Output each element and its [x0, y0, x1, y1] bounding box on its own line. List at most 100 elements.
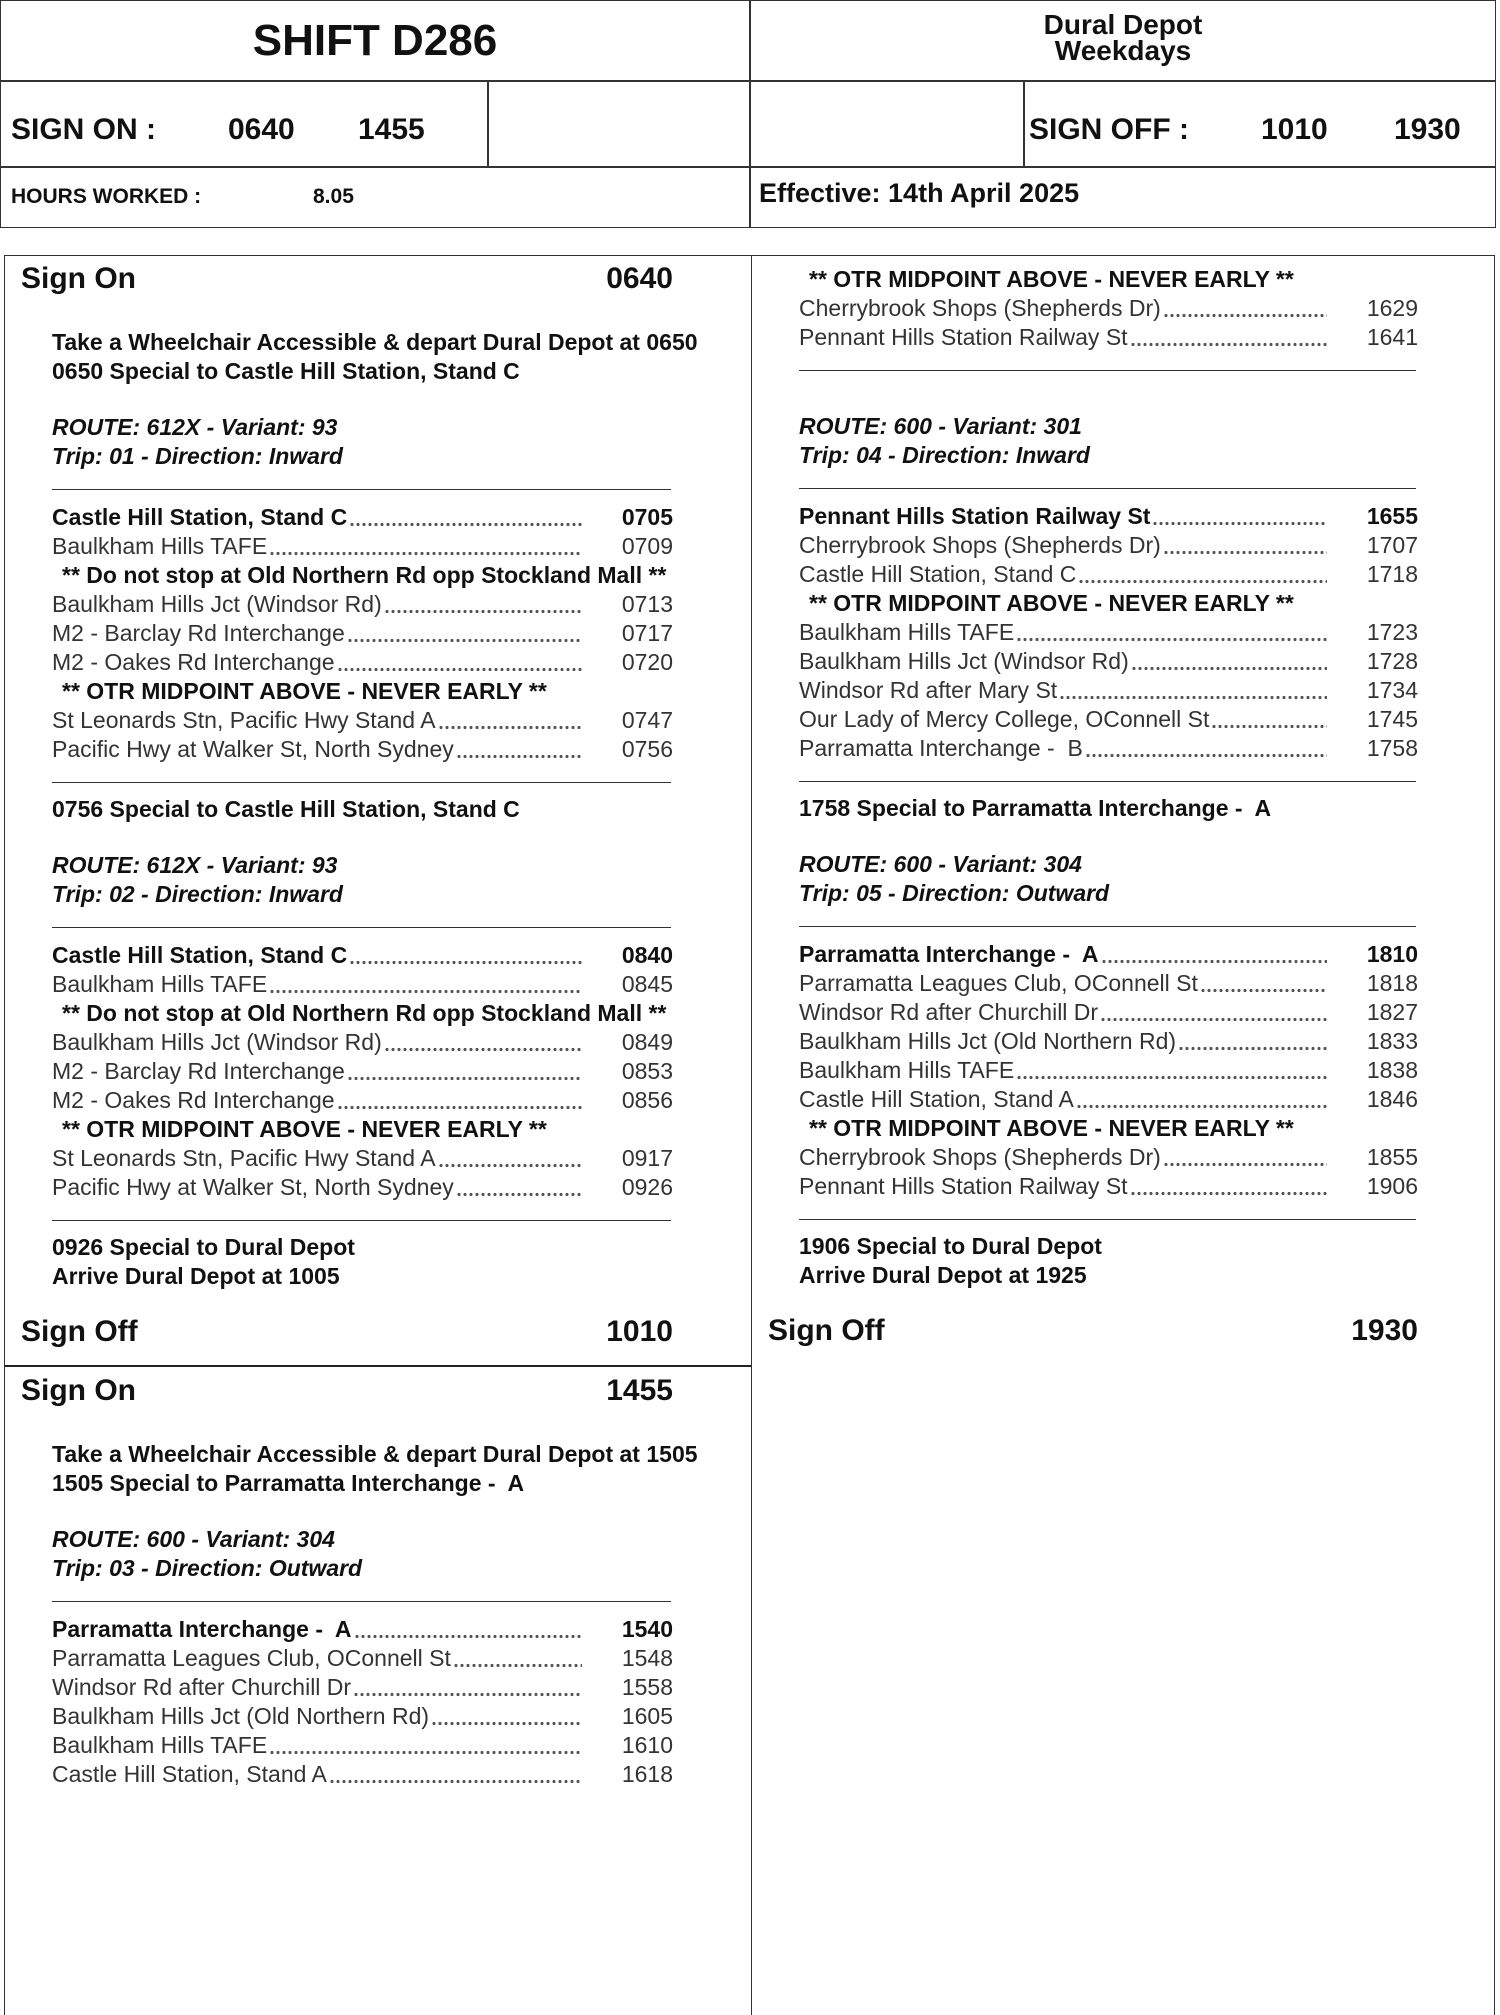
stop-name: Parramatta Interchange - A	[52, 1616, 352, 1642]
note: ** OTR MIDPOINT ABOVE - NEVER EARLY **	[809, 1115, 1294, 1141]
leader	[1199, 989, 1327, 992]
stop-row: Baulkham Hills Jct (Old Northern Rd) 1833	[799, 1027, 1418, 1056]
instruction-line: 1906 Special to Dural Depot	[799, 1233, 1102, 1259]
stop-row: Castle Hill Station, Stand C 1718	[799, 560, 1418, 589]
stop-time: 0720	[621, 649, 673, 675]
stop-row: Cherrybrook Shops (Shepherds Dr) 1629	[799, 294, 1418, 323]
route-info: ROUTE: 612X - Variant: 93 Trip: 02 - Dire…	[52, 851, 673, 909]
sign-on-time: 1455	[358, 113, 425, 146]
stop-name: Parramatta Leagues Club, OConnell St	[799, 970, 1198, 996]
rule	[799, 926, 1416, 927]
instruction-line: Arrive Dural Depot at 1005	[52, 1263, 340, 1289]
stop-time: 1818	[1366, 970, 1418, 996]
instruction: 1758 Special to Parramatta Interchange -…	[799, 794, 1484, 823]
heading-label: Sign On	[21, 1374, 136, 1407]
leader	[269, 1751, 582, 1754]
stop-time: 1655	[1366, 503, 1418, 529]
divider	[1, 166, 1495, 168]
stop-name: M2 - Barclay Rd Interchange	[52, 1058, 345, 1084]
stop-time: 0926	[621, 1174, 673, 1200]
stop-name: Windsor Rd after Churchill Dr	[52, 1674, 352, 1700]
right-column: ** OTR MIDPOINT ABOVE - NEVER EARLY ** Ch…	[752, 256, 1496, 2015]
instruction-line: Take a Wheelchair Accessible & depart Du…	[52, 1441, 698, 1467]
stop-time: 1734	[1366, 677, 1418, 703]
stop-row: Parramatta Leagues Club, OConnell St 1548	[52, 1644, 673, 1673]
leader	[353, 1635, 582, 1638]
divider	[487, 81, 489, 167]
stop-row: Baulkham Hills Jct (Windsor Rd) 1728	[799, 647, 1418, 676]
stop-time: 1728	[1366, 648, 1418, 674]
days: Weekdays	[1054, 35, 1192, 66]
stop-time: 1838	[1366, 1057, 1418, 1083]
sign-off-label: SIGN OFF :	[1029, 113, 1189, 146]
rule	[799, 488, 1416, 489]
stop-time: 1810	[1366, 941, 1418, 967]
stop-row: Baulkham Hills TAFE 0845	[52, 970, 673, 999]
route-info: ROUTE: 600 - Variant: 301 Trip: 04 - Dire…	[799, 412, 1418, 470]
route-line: Trip: 01 - Direction: Inward	[52, 443, 343, 469]
sign-on-label: SIGN ON :	[11, 113, 157, 146]
stop-name: Pennant Hills Station Railway St	[799, 1173, 1128, 1199]
heading-label: Sign Off	[768, 1314, 885, 1347]
section-heading: Sign Off 1010	[5, 1314, 751, 1350]
leader	[437, 726, 582, 729]
stop-row: Pennant Hills Station Railway St 1655	[799, 502, 1418, 531]
leader	[1016, 638, 1327, 641]
rule	[799, 1219, 1416, 1220]
depot: Dural Depot	[1043, 9, 1203, 40]
sign-off-time: 1930	[1394, 113, 1461, 146]
stop-row: Pacific Hwy at Walker St, North Sydney 09…	[52, 1173, 673, 1202]
stop-name: Parramatta Interchange - B	[799, 735, 1083, 761]
stop-time: 1827	[1366, 999, 1418, 1025]
stop-row: M2 - Barclay Rd Interchange 0853	[52, 1057, 673, 1086]
heading-label: Sign Off	[21, 1315, 138, 1348]
stop-time: 1558	[621, 1674, 673, 1700]
route-line: ROUTE: 600 - Variant: 301	[799, 413, 1082, 439]
route-line: Trip: 04 - Direction: Inward	[799, 442, 1090, 468]
stop-name: Baulkham Hills TAFE	[52, 1732, 268, 1758]
stop-row: Windsor Rd after Mary St 1734	[799, 676, 1418, 705]
rule	[52, 1220, 671, 1221]
stop-row: Baulkham Hills Jct (Windsor Rd) 0849	[52, 1028, 673, 1057]
stop-time: 1833	[1366, 1028, 1418, 1054]
stop-time: 0853	[621, 1058, 673, 1084]
stop-time: 1641	[1366, 324, 1418, 350]
stop-row: Baulkham Hills Jct (Old Northern Rd) 1605	[52, 1702, 673, 1731]
leader	[336, 1106, 582, 1109]
stop-time: 1718	[1366, 561, 1418, 587]
route-line: ROUTE: 612X - Variant: 93	[52, 414, 338, 440]
leader	[346, 639, 582, 642]
stop-row: Parramatta Interchange - A 1810	[799, 940, 1418, 969]
stop-time: 1548	[621, 1645, 673, 1671]
stop-time: 0705	[621, 504, 673, 530]
route-line: ROUTE: 600 - Variant: 304	[52, 1526, 335, 1552]
stop-name: Windsor Rd after Churchill Dr	[799, 999, 1099, 1025]
leader	[437, 1164, 582, 1167]
rule	[52, 489, 671, 490]
leader	[346, 1077, 582, 1080]
route-line: Trip: 03 - Direction: Outward	[52, 1555, 363, 1581]
instruction-line: 1758 Special to Parramatta Interchange -…	[799, 795, 1272, 821]
stop-row: Windsor Rd after Churchill Dr 1558	[52, 1673, 673, 1702]
stop-name: Parramatta Interchange - A	[799, 941, 1099, 967]
stop-row: Baulkham Hills TAFE 1838	[799, 1056, 1418, 1085]
stop-list: Castle Hill Station, Stand C 0840 Baulkham…	[52, 941, 673, 1202]
stop-name: Castle Hill Station, Stand C	[799, 561, 1077, 587]
stop-time: 0917	[621, 1145, 673, 1171]
stop-time: 1855	[1366, 1144, 1418, 1170]
stop-time: 0709	[621, 533, 673, 559]
leader	[1129, 343, 1327, 346]
stop-time: 1723	[1366, 619, 1418, 645]
section-heading: Sign On 0640	[5, 261, 751, 297]
stop-row: Castle Hill Station, Stand C 0705	[52, 503, 673, 532]
stop-row: St Leonards Stn, Pacific Hwy Stand A 0747	[52, 706, 673, 735]
note: ** OTR MIDPOINT ABOVE - NEVER EARLY **	[809, 266, 1294, 292]
note: ** Do not stop at Old Northern Rd opp St…	[62, 1000, 667, 1026]
stop-name: Baulkham Hills TAFE	[52, 971, 268, 997]
stop-name: Pacific Hwy at Walker St, North Sydney	[52, 736, 454, 762]
stop-list: Pennant Hills Station Railway St 1655 Cher…	[799, 502, 1418, 763]
stop-name: Pennant Hills Station Railway St	[799, 503, 1151, 529]
instruction: Take a Wheelchair Accessible & depart Du…	[52, 328, 739, 386]
stop-row: Castle Hill Station, Stand C 0840	[52, 941, 673, 970]
